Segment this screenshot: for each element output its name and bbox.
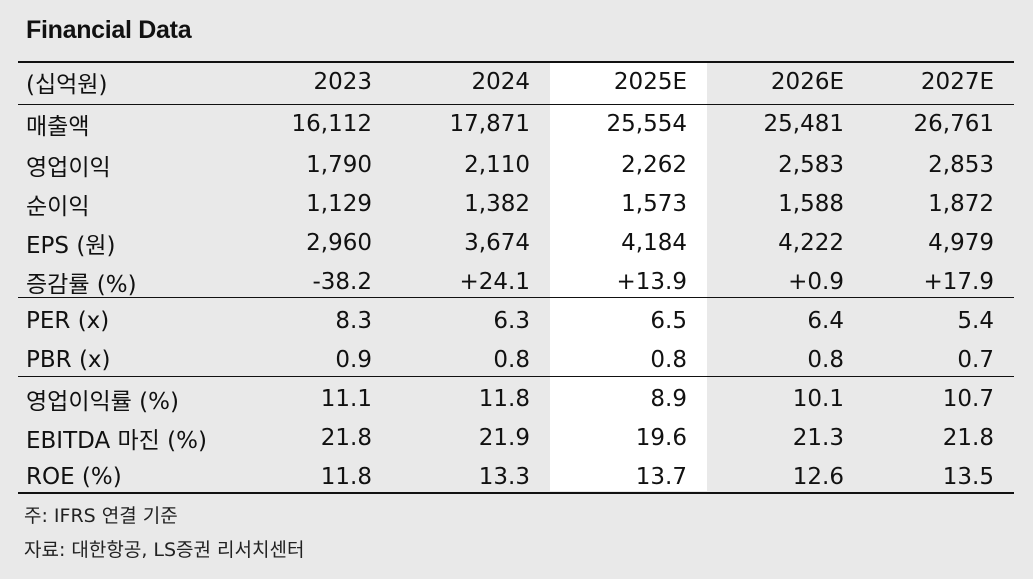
cell-value: 1,872 <box>928 190 994 217</box>
cell-value: 2,262 <box>621 151 687 178</box>
table-row: PBR (x) 0.9 0.8 0.8 0.8 0.7 <box>18 340 1014 379</box>
cell-value: 25,554 <box>606 111 687 137</box>
cell-value: 4,979 <box>928 229 994 256</box>
cell-value: 26,761 <box>913 111 994 137</box>
header-row: (십억원) 2023 2024 2025E 2026E 2027E <box>18 61 1014 103</box>
cell-value: 16,112 <box>291 111 372 137</box>
cell-value: 13.7 <box>635 463 687 490</box>
table-row: 증감률 (%) -38.2 +24.1 +13.9 +0.9 +17.9 <box>18 262 1014 301</box>
row-label: PER (x) <box>26 307 110 334</box>
cell-value: 6.4 <box>807 307 844 334</box>
row-label: 매출액 <box>26 114 90 140</box>
table-title: Financial Data <box>26 16 192 44</box>
highlight-column-2025e <box>550 63 707 491</box>
cell-value: 11.1 <box>320 385 372 412</box>
cell-value: 11.8 <box>320 463 372 490</box>
cell-value: 1,588 <box>778 190 844 217</box>
cell-value: 5.4 <box>957 307 994 334</box>
cell-value: 4,184 <box>621 229 687 256</box>
cell-value: 8.3 <box>335 307 372 334</box>
table-row: 매출액 16,112 17,871 25,554 25,481 26,761 <box>18 103 1014 145</box>
table-row: EPS (원) 2,960 3,674 4,184 4,222 4,979 <box>18 223 1014 262</box>
cell-value: 6.5 <box>650 307 687 334</box>
row-label: 증감률 (%) <box>26 271 137 298</box>
cell-value: 1,382 <box>464 190 530 217</box>
cell-value: +24.1 <box>459 268 530 295</box>
row-label: 영업이익률 (%) <box>26 388 179 415</box>
cell-value: 0.8 <box>493 346 530 373</box>
table-row: 영업이익 1,790 2,110 2,262 2,583 2,853 <box>18 145 1014 184</box>
cell-value: 0.7 <box>957 346 994 373</box>
cell-value: 2,960 <box>306 229 372 256</box>
bottom-rule <box>18 492 1014 494</box>
basis-note: 주: IFRS 연결 기준 <box>24 505 178 527</box>
cell-value: 21.8 <box>320 424 372 451</box>
year-header: 2027E <box>920 69 994 95</box>
table-row: ROE (%) 11.8 13.3 13.7 12.6 13.5 <box>18 457 1014 496</box>
section-rule-2 <box>18 376 1014 377</box>
cell-value: 13.3 <box>478 463 530 490</box>
cell-value: 4,222 <box>778 229 844 256</box>
cell-value: 8.9 <box>650 385 687 412</box>
cell-value: 19.6 <box>635 424 687 451</box>
table-row: PER (x) 8.3 6.3 6.5 6.4 5.4 <box>18 301 1014 340</box>
cell-value: 3,674 <box>464 229 530 256</box>
cell-value: +0.9 <box>788 268 844 295</box>
year-header: 2025E <box>613 69 687 95</box>
section-rule-1 <box>18 297 1014 298</box>
cell-value: 21.9 <box>478 424 530 451</box>
year-header: 2024 <box>471 69 530 95</box>
financial-table: (십억원) 2023 2024 2025E 2026E 2027E 매출액 16… <box>18 61 1014 496</box>
cell-value: 13.5 <box>942 463 994 490</box>
cell-value: 2,583 <box>778 151 844 178</box>
cell-value: 2,853 <box>928 151 994 178</box>
cell-value: 17,871 <box>449 111 530 137</box>
cell-value: 0.9 <box>335 346 372 373</box>
row-label: 영업이익 <box>26 154 111 181</box>
cell-value: 21.8 <box>942 424 994 451</box>
cell-value: 0.8 <box>807 346 844 373</box>
cell-value: 1,573 <box>621 190 687 217</box>
row-label: EPS (원) <box>26 232 116 259</box>
table-row: EBITDA 마진 (%) 21.8 21.9 19.6 21.3 21.8 <box>18 418 1014 457</box>
row-label: 순이익 <box>26 193 90 220</box>
cell-value: 25,481 <box>763 111 844 137</box>
cell-value: 1,790 <box>306 151 372 178</box>
row-label: PBR (x) <box>26 346 111 373</box>
year-header: 2023 <box>313 69 372 95</box>
header-rule <box>18 104 1014 105</box>
row-label: ROE (%) <box>26 463 122 490</box>
cell-value: +17.9 <box>923 268 994 295</box>
cell-value: 21.3 <box>792 424 844 451</box>
cell-value: 12.6 <box>792 463 844 490</box>
cell-value: 10.1 <box>792 385 844 412</box>
year-header: 2026E <box>770 69 844 95</box>
cell-value: -38.2 <box>312 268 372 295</box>
cell-value: 1,129 <box>306 190 372 217</box>
cell-value: 10.7 <box>942 385 994 412</box>
cell-value: 6.3 <box>493 307 530 334</box>
row-label: EBITDA 마진 (%) <box>26 427 207 454</box>
source-note: 자료: 대한항공, LS증권 리서치센터 <box>24 539 305 561</box>
unit-header: (십억원) <box>26 72 108 98</box>
cell-value: 2,110 <box>464 151 530 178</box>
table-row: 순이익 1,129 1,382 1,573 1,588 1,872 <box>18 184 1014 223</box>
table-row: 영업이익률 (%) 11.1 11.8 8.9 10.1 10.7 <box>18 379 1014 418</box>
cell-value: 11.8 <box>478 385 530 412</box>
cell-value: 0.8 <box>650 346 687 373</box>
top-rule <box>18 61 1014 63</box>
cell-value: +13.9 <box>616 268 687 295</box>
data-grid: (십억원) 2023 2024 2025E 2026E 2027E 매출액 16… <box>18 61 1014 496</box>
